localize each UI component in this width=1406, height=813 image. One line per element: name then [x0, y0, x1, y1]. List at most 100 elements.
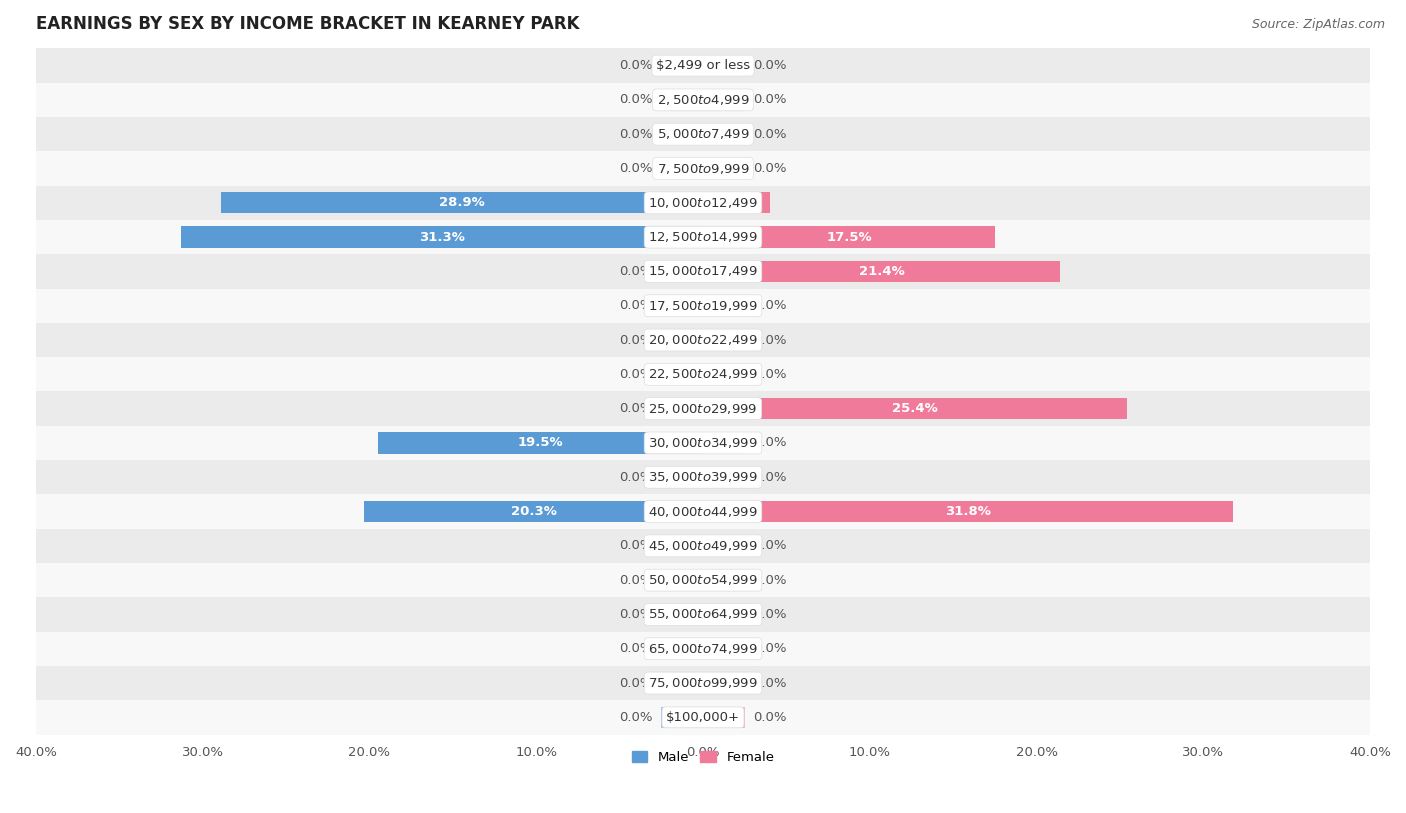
Bar: [37, 632, 1369, 666]
Bar: [37, 151, 1369, 185]
Bar: [661, 467, 703, 488]
Bar: [703, 638, 745, 659]
Bar: [703, 124, 745, 145]
Bar: [703, 570, 745, 591]
Text: $12,500 to $14,999: $12,500 to $14,999: [648, 230, 758, 244]
Text: 31.8%: 31.8%: [945, 505, 991, 518]
Text: 0.0%: 0.0%: [754, 299, 786, 312]
Text: $2,499 or less: $2,499 or less: [657, 59, 749, 72]
Text: $25,000 to $29,999: $25,000 to $29,999: [648, 402, 758, 415]
Text: 0.0%: 0.0%: [620, 711, 652, 724]
Bar: [661, 158, 703, 179]
Bar: [661, 55, 703, 76]
Text: $2,500 to $4,999: $2,500 to $4,999: [657, 93, 749, 107]
Text: $45,000 to $49,999: $45,000 to $49,999: [648, 539, 758, 553]
Text: $15,000 to $17,499: $15,000 to $17,499: [648, 264, 758, 278]
Text: 0.0%: 0.0%: [754, 162, 786, 175]
Bar: [37, 220, 1369, 254]
Bar: [37, 117, 1369, 151]
Text: 0.0%: 0.0%: [620, 367, 652, 380]
Bar: [661, 706, 703, 728]
Legend: Male, Female: Male, Female: [626, 746, 780, 769]
Bar: [37, 83, 1369, 117]
Bar: [703, 501, 1233, 522]
Text: 0.0%: 0.0%: [620, 539, 652, 552]
Bar: [37, 666, 1369, 700]
Bar: [37, 598, 1369, 632]
Bar: [703, 398, 1126, 420]
Text: 0.0%: 0.0%: [620, 574, 652, 587]
Bar: [703, 433, 745, 454]
Bar: [703, 55, 745, 76]
Bar: [37, 185, 1369, 220]
Text: 0.0%: 0.0%: [620, 642, 652, 655]
Text: 0.0%: 0.0%: [754, 367, 786, 380]
Bar: [181, 227, 703, 248]
Bar: [661, 363, 703, 385]
Text: 0.0%: 0.0%: [754, 471, 786, 484]
Text: 20.3%: 20.3%: [510, 505, 557, 518]
Bar: [661, 329, 703, 350]
Text: $5,000 to $7,499: $5,000 to $7,499: [657, 127, 749, 141]
Text: 0.0%: 0.0%: [620, 402, 652, 415]
Text: $30,000 to $34,999: $30,000 to $34,999: [648, 436, 758, 450]
Bar: [661, 295, 703, 316]
Bar: [703, 706, 745, 728]
Text: 0.0%: 0.0%: [620, 299, 652, 312]
Text: $17,500 to $19,999: $17,500 to $19,999: [648, 298, 758, 313]
Bar: [703, 192, 769, 214]
Text: 0.0%: 0.0%: [754, 93, 786, 107]
Bar: [703, 261, 1060, 282]
Bar: [703, 158, 745, 179]
Bar: [37, 426, 1369, 460]
Bar: [37, 494, 1369, 528]
Bar: [37, 254, 1369, 289]
Bar: [37, 289, 1369, 323]
Bar: [364, 501, 703, 522]
Text: $65,000 to $74,999: $65,000 to $74,999: [648, 641, 758, 656]
Bar: [37, 323, 1369, 357]
Bar: [703, 89, 745, 111]
Text: 21.4%: 21.4%: [859, 265, 904, 278]
Text: 0.0%: 0.0%: [754, 608, 786, 621]
Bar: [703, 295, 745, 316]
Bar: [661, 124, 703, 145]
Text: 0.0%: 0.0%: [620, 333, 652, 346]
Text: 28.9%: 28.9%: [439, 196, 485, 209]
Bar: [378, 433, 703, 454]
Bar: [37, 357, 1369, 392]
Bar: [703, 363, 745, 385]
Text: 17.5%: 17.5%: [827, 231, 872, 244]
Bar: [37, 563, 1369, 598]
Text: 0.0%: 0.0%: [754, 642, 786, 655]
Text: EARNINGS BY SEX BY INCOME BRACKET IN KEARNEY PARK: EARNINGS BY SEX BY INCOME BRACKET IN KEA…: [37, 15, 579, 33]
Text: $22,500 to $24,999: $22,500 to $24,999: [648, 367, 758, 381]
Text: 0.0%: 0.0%: [620, 93, 652, 107]
Bar: [37, 392, 1369, 426]
Text: 0.0%: 0.0%: [754, 437, 786, 450]
Bar: [221, 192, 703, 214]
Text: $10,000 to $12,499: $10,000 to $12,499: [648, 196, 758, 210]
Bar: [703, 467, 745, 488]
Text: 0.0%: 0.0%: [754, 574, 786, 587]
Bar: [37, 49, 1369, 83]
Text: 0.0%: 0.0%: [754, 711, 786, 724]
Text: 0.0%: 0.0%: [754, 676, 786, 689]
Text: $40,000 to $44,999: $40,000 to $44,999: [648, 505, 758, 519]
Text: 0.0%: 0.0%: [754, 59, 786, 72]
Bar: [661, 604, 703, 625]
Bar: [703, 329, 745, 350]
Text: 25.4%: 25.4%: [891, 402, 938, 415]
Text: $75,000 to $99,999: $75,000 to $99,999: [648, 676, 758, 690]
Text: 0.0%: 0.0%: [620, 608, 652, 621]
Bar: [37, 700, 1369, 734]
Text: 19.5%: 19.5%: [517, 437, 564, 450]
Text: 0.0%: 0.0%: [620, 59, 652, 72]
Text: $7,500 to $9,999: $7,500 to $9,999: [657, 162, 749, 176]
Text: 0.0%: 0.0%: [620, 265, 652, 278]
Bar: [661, 570, 703, 591]
Text: 31.3%: 31.3%: [419, 231, 465, 244]
Bar: [703, 535, 745, 556]
Bar: [661, 672, 703, 693]
Bar: [703, 672, 745, 693]
